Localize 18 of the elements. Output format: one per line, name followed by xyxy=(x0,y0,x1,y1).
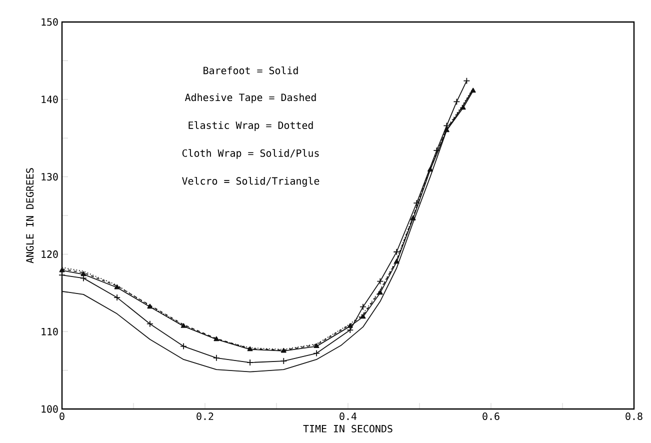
x-tick-label: 0.4 xyxy=(340,412,357,420)
y-tick-label: 150 xyxy=(42,18,58,26)
annotation: Cloth Wrap = Solid/Plus xyxy=(182,149,319,159)
annotation: Velcro = Solid/Triangle xyxy=(182,176,320,187)
x-axis-title: TIME IN SECONDS xyxy=(303,424,392,432)
annotation: Barefoot = Solid xyxy=(204,66,298,74)
y-axis-title: ANGLE IN DEGREES xyxy=(26,168,34,264)
x-tick-label: 0 xyxy=(60,412,64,420)
annotation: Elastic Wrap = Dotted xyxy=(188,121,313,131)
x-tick-label: 0.2 xyxy=(196,412,214,420)
y-tick-label: 130 xyxy=(42,173,58,181)
annotation: Adhesive Tape = Dashed xyxy=(184,93,316,104)
x-tick-label: 0.6 xyxy=(482,412,500,420)
y-tick-label: 120 xyxy=(42,250,58,258)
y-tick-label: 110 xyxy=(42,328,58,336)
x-tick-label: 0.8 xyxy=(626,412,642,420)
y-tick-label: 140 xyxy=(42,96,58,104)
y-tick-label: 100 xyxy=(42,405,58,413)
